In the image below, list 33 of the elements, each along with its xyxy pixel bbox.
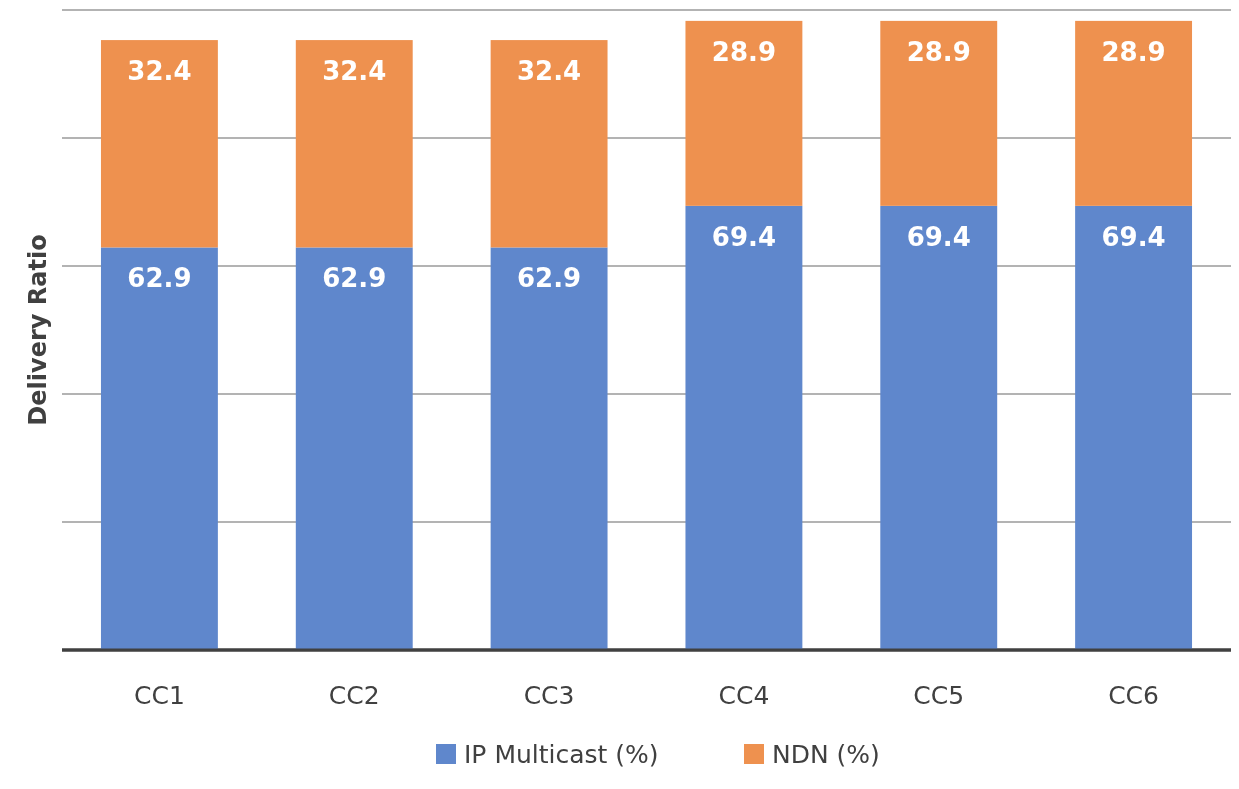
x-tick-label: CC5	[913, 681, 965, 710]
bar	[490, 40, 608, 248]
data-label: 62.9	[322, 263, 387, 294]
data-label: 32.4	[322, 56, 387, 87]
bar	[880, 205, 998, 650]
y-axis-title: Delivery Ratio	[24, 234, 52, 426]
data-label: 28.9	[1101, 36, 1166, 67]
bar	[685, 205, 803, 650]
legend-label: IP Multicast (%)	[464, 739, 659, 769]
data-label: 62.9	[517, 263, 582, 294]
data-label: 32.4	[127, 56, 192, 87]
bar	[1075, 205, 1193, 650]
x-tick-label: CC3	[523, 681, 575, 710]
bar	[100, 40, 218, 248]
x-tick-label: CC2	[328, 681, 380, 710]
data-label: 69.4	[1101, 221, 1166, 252]
bar	[295, 247, 413, 650]
data-label: 28.9	[711, 36, 776, 67]
bar	[100, 247, 218, 650]
bar	[490, 247, 608, 650]
bar	[880, 20, 998, 206]
x-tick-label: CC6	[1108, 681, 1159, 710]
bar	[295, 40, 413, 248]
data-label: 62.9	[127, 263, 192, 294]
data-label: 32.4	[517, 56, 582, 87]
data-label: 69.4	[906, 221, 971, 252]
data-label: 28.9	[906, 36, 971, 67]
bar	[685, 20, 803, 206]
data-label: 69.4	[711, 221, 776, 252]
legend-label: NDN (%)	[772, 739, 880, 769]
x-tick-label: CC4	[718, 681, 770, 710]
bar	[1075, 20, 1193, 206]
x-tick-label: CC1	[134, 681, 185, 710]
